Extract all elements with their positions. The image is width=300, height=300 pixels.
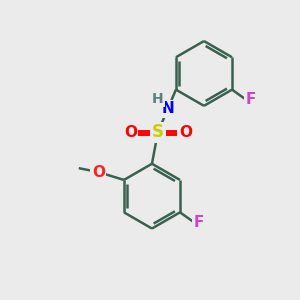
Text: H: H — [152, 92, 164, 106]
Text: F: F — [245, 92, 256, 107]
Text: O: O — [179, 125, 192, 140]
Text: O: O — [92, 165, 105, 180]
Text: F: F — [194, 214, 204, 230]
Text: O: O — [124, 125, 137, 140]
Text: S: S — [152, 123, 164, 141]
Text: N: N — [161, 101, 174, 116]
